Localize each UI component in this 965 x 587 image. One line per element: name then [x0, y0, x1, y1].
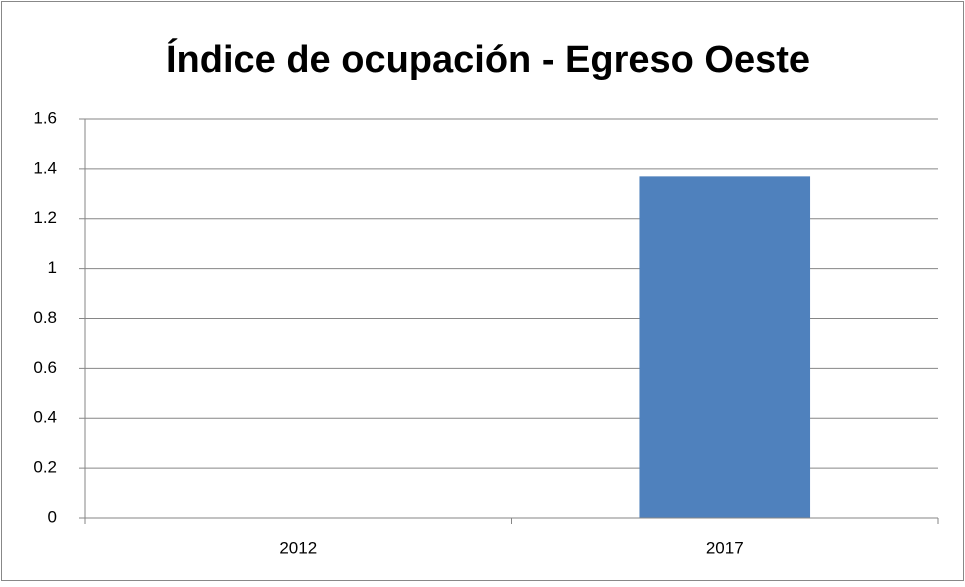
chart-title: Índice de ocupación - Egreso Oeste: [166, 37, 810, 81]
y-tick-label: 0.6: [33, 358, 57, 377]
x-tick-label: 2017: [706, 538, 744, 557]
y-tick-label: 0: [48, 507, 57, 526]
y-tick-label: 1.4: [33, 158, 57, 177]
y-tick-label: 1.6: [33, 108, 57, 127]
y-tick-label: 0.2: [33, 458, 57, 477]
x-tick-label: 2012: [279, 538, 317, 557]
y-tick-label: 1.2: [33, 208, 57, 227]
bar: [639, 176, 811, 518]
y-tick-label: 0.4: [33, 408, 57, 427]
y-tick-label: 1: [48, 258, 57, 277]
y-tick-label: 0.8: [33, 308, 57, 327]
